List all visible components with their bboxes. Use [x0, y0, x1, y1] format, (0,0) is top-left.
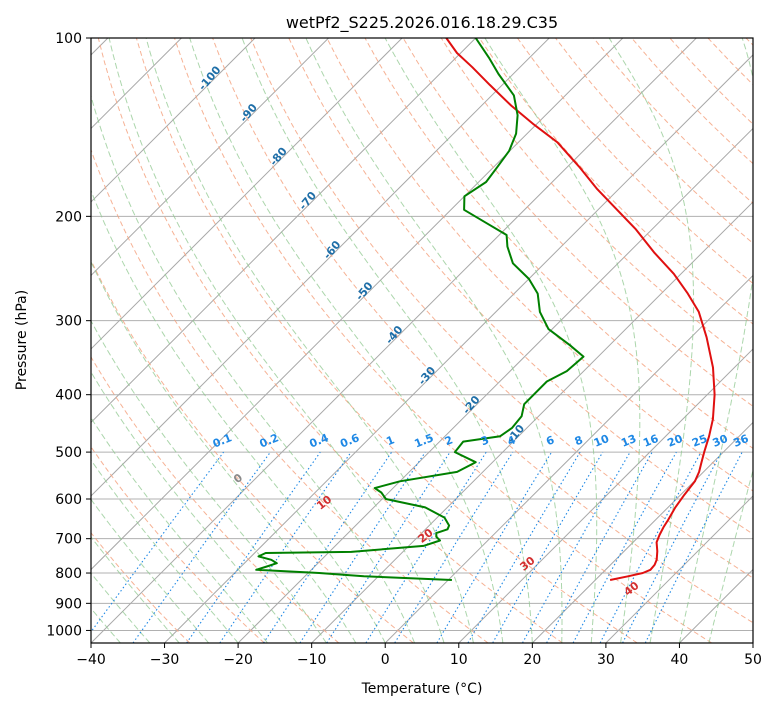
x-tick-label: −40: [76, 652, 106, 668]
y-tick-label: 800: [55, 566, 82, 582]
chart-title: wetPf2_S225.2026.016.18.29.C35: [286, 13, 558, 33]
y-axis-label: Pressure (hPa): [14, 290, 30, 390]
x-tick-label: −20: [223, 652, 253, 668]
x-tick-label: 50: [744, 652, 762, 668]
x-tick-label: −30: [150, 652, 180, 668]
y-tick-label: 400: [55, 388, 82, 404]
x-axis-label: Temperature (°C): [361, 681, 483, 697]
x-tick-label: 40: [671, 652, 689, 668]
y-tick-label: 1000: [46, 623, 82, 639]
y-tick-label: 900: [55, 596, 82, 612]
x-tick-label: 0: [381, 652, 390, 668]
y-tick-label: 700: [55, 532, 82, 548]
y-tick-label: 500: [55, 445, 82, 461]
y-tick-label: 100: [55, 31, 82, 47]
y-tick-label: 200: [55, 209, 82, 225]
x-tick-label: −10: [297, 652, 327, 668]
x-tick-label: 20: [523, 652, 541, 668]
y-tick-label: 600: [55, 492, 82, 508]
y-tick-label: 300: [55, 314, 82, 330]
x-tick-label: 10: [450, 652, 468, 668]
x-tick-label: 30: [597, 652, 615, 668]
